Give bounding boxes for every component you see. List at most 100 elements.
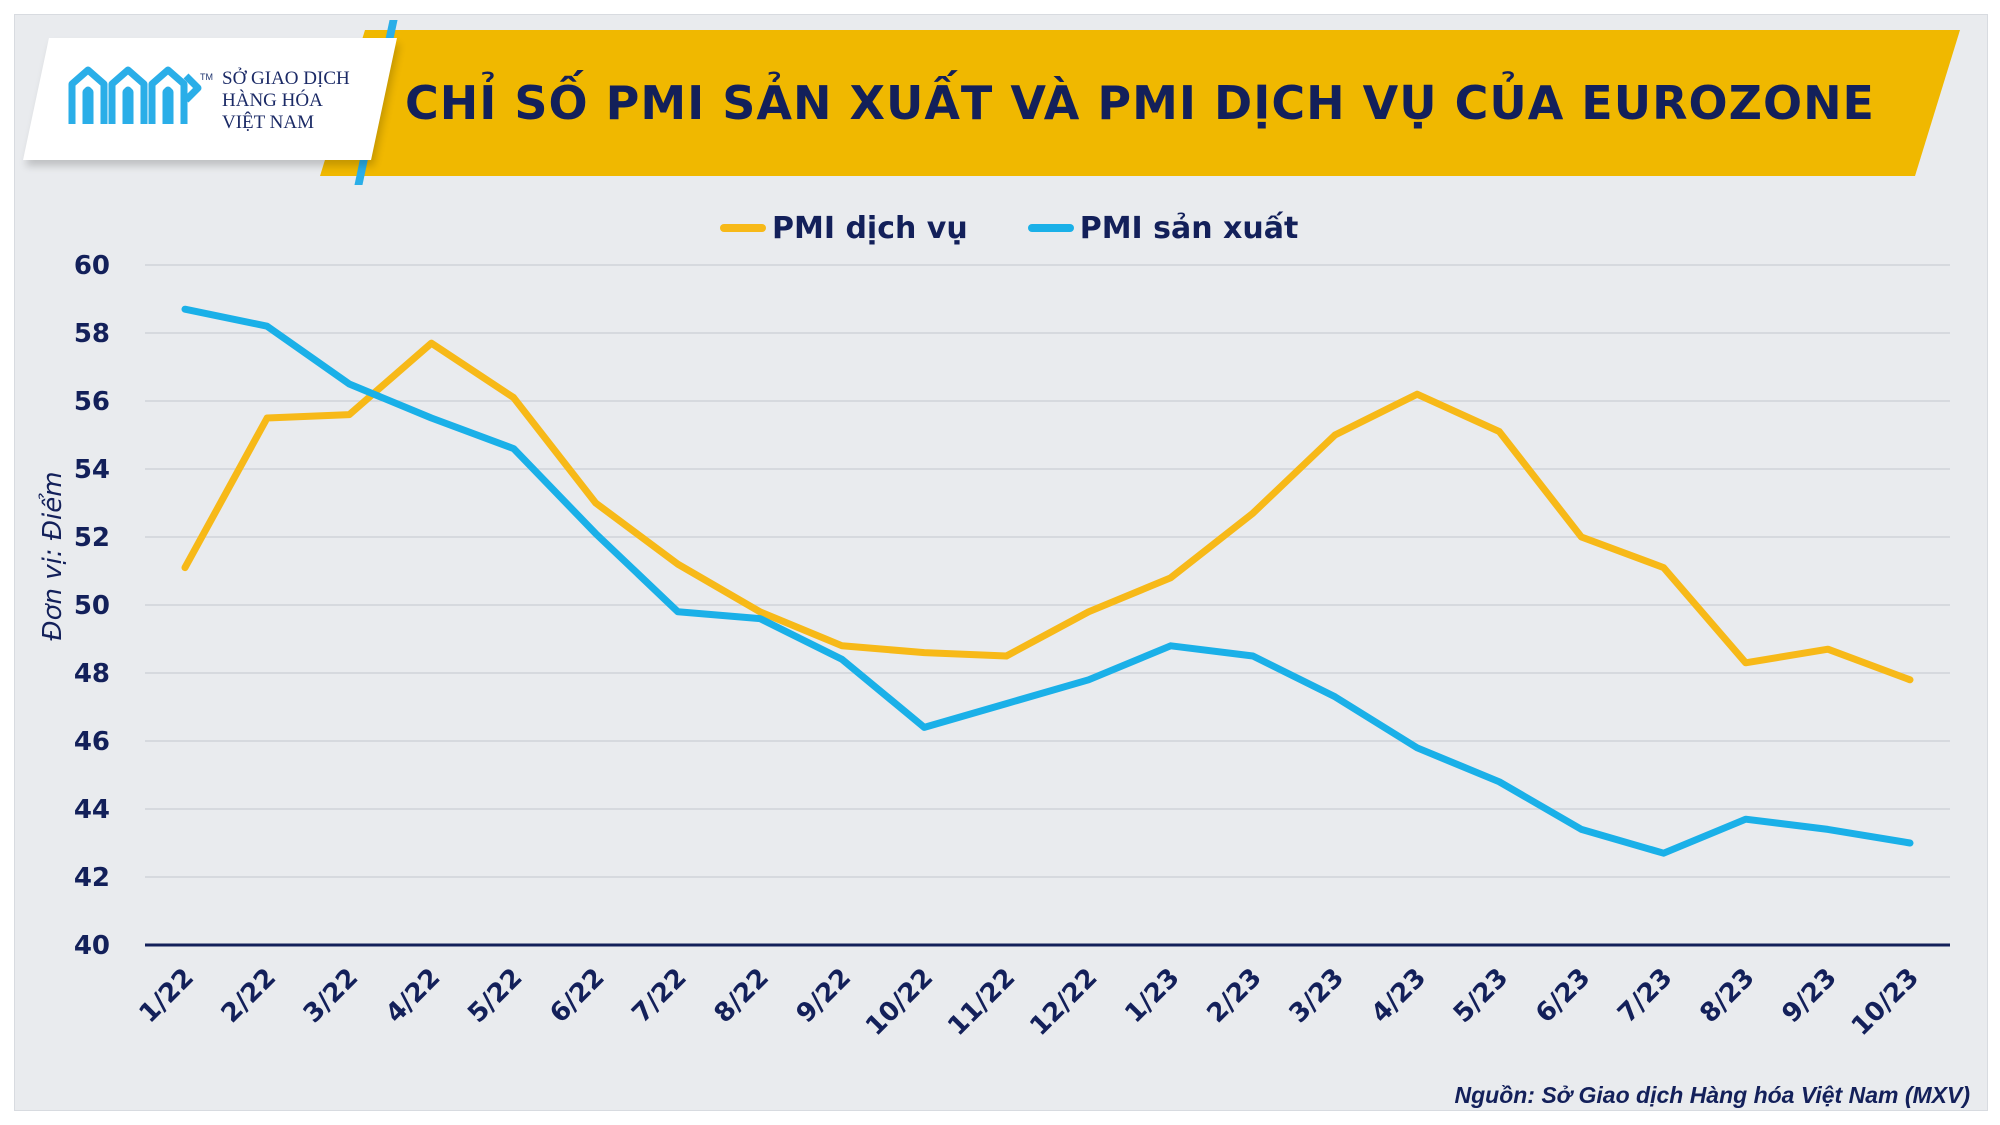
series-line-1 [181,305,1914,857]
data-point [1414,744,1421,751]
x-tick-label: 1/23 [1119,963,1185,1029]
x-tick-label: 3/23 [1284,963,1350,1029]
x-tick-label: 8/23 [1694,963,1760,1029]
x-tick-label: 5/22 [462,963,528,1029]
legend-item-services: PMI dịch vụ [720,211,968,246]
x-tick-label: 4/23 [1366,963,1432,1029]
data-point [1907,840,1913,846]
legend-label-manufacturing: PMI sản xuất [1079,210,1299,246]
data-point [1003,653,1010,659]
legend-item-manufacturing: PMI sản xuất [1027,210,1299,246]
x-tick-label: 12/22 [1024,963,1103,1042]
data-point [1085,676,1092,683]
y-tick-label: 44 [74,795,110,825]
title-banner [320,30,1960,176]
series-line-0 [181,339,1914,684]
data-point [428,340,435,347]
legend-swatch-manufacturing [1027,224,1074,232]
data-point [1578,534,1585,540]
data-point [1085,608,1092,615]
logo-line-1: SỞ GIAO DỊCH [222,68,350,89]
data-point [674,608,681,615]
data-point [1496,778,1503,785]
legend-swatch-services [720,224,766,232]
data-point [1907,676,1913,683]
y-tick-label: 54 [74,455,110,485]
data-point [921,724,928,731]
y-tick-label: 42 [74,863,110,893]
x-tick-label: 4/22 [380,963,446,1029]
data-point [1660,850,1667,857]
logo-line-2: HÀNG HÓA [222,90,323,111]
chart-title: CHỈ SỐ PMI SẢN XUẤT VÀ PMI DỊCH VỤ CỦA E… [405,76,1875,130]
mxv-logo-icon [68,66,202,124]
x-tick-label: 10/22 [860,963,939,1042]
series-lines [181,305,1914,857]
x-tick-label: 7/23 [1612,963,1678,1029]
logo-line-3: VIỆT NAM [222,112,315,133]
data-point [1249,653,1256,659]
x-tick-label: 9/23 [1776,963,1842,1029]
y-tick-label: 52 [74,523,110,553]
data-point [1167,574,1174,581]
x-tick-label: 10/23 [1846,963,1925,1042]
x-tick-label: 2/23 [1201,963,1267,1029]
x-tick-label: 11/22 [942,963,1021,1042]
data-point [182,564,188,571]
data-point [428,415,435,421]
y-tick-label: 48 [74,659,110,689]
y-tick-labels: 40 42 44 46 48 50 52 54 56 58 60 [74,251,110,961]
x-tick-label: 1/22 [134,963,200,1029]
x-tick-label: 6/22 [544,963,610,1029]
legend-label-services: PMI dịch vụ [772,210,968,246]
grid-lines [145,264,1950,878]
x-tick-label: 8/22 [709,963,775,1029]
y-tick-label: 50 [74,591,110,621]
data-point [1332,693,1338,700]
data-point [264,323,271,330]
data-point [592,530,599,537]
data-point [1824,646,1831,653]
chart-legend: PMI dịch vụ PMI sản xuất [720,208,1358,248]
x-tick-label: 6/23 [1530,963,1596,1029]
y-axis-label: Đơn vị: Điểm [38,471,68,641]
x-tick-label: 3/22 [298,963,364,1029]
data-point [1249,510,1256,517]
data-point [510,394,517,401]
data-point [921,649,928,656]
data-point [1824,826,1831,833]
data-point [346,411,353,418]
data-point [1332,432,1338,438]
data-point [839,656,846,663]
data-point [757,608,763,615]
data-point [1167,642,1174,649]
x-tick-labels: 1/22 2/22 3/22 4/22 5/22 6/22 7/22 8/22 9/22 10/2… [134,963,1925,1042]
data-point [592,500,599,506]
data-point [1578,826,1585,833]
logo-text: SỞ GIAO DỊCH HÀNG HÓA VIỆT NAM [222,68,350,134]
data-point [510,445,517,452]
x-tick-label: 2/22 [216,963,282,1029]
x-tick-label: 5/23 [1448,963,1514,1029]
y-tick-label: 46 [74,727,110,757]
x-tick-label: 9/22 [791,963,857,1029]
y-tick-label: 58 [74,319,110,349]
y-tick-label: 60 [74,251,110,281]
data-point [1003,700,1010,707]
data-point [1742,816,1749,823]
y-tick-label: 40 [74,931,110,961]
y-tick-label: 56 [74,387,110,417]
data-point [1496,428,1503,435]
data-point [346,381,353,387]
data-point [757,615,763,622]
source-note: Nguồn: Sở Giao dịch Hàng hóa Việt Nam (M… [1454,1082,1970,1108]
data-point [182,306,188,313]
data-point [1742,659,1749,666]
x-tick-label: 7/22 [626,963,692,1029]
data-point [839,642,846,649]
data-point [264,415,271,421]
data-point [1660,564,1667,571]
data-point [674,561,681,568]
